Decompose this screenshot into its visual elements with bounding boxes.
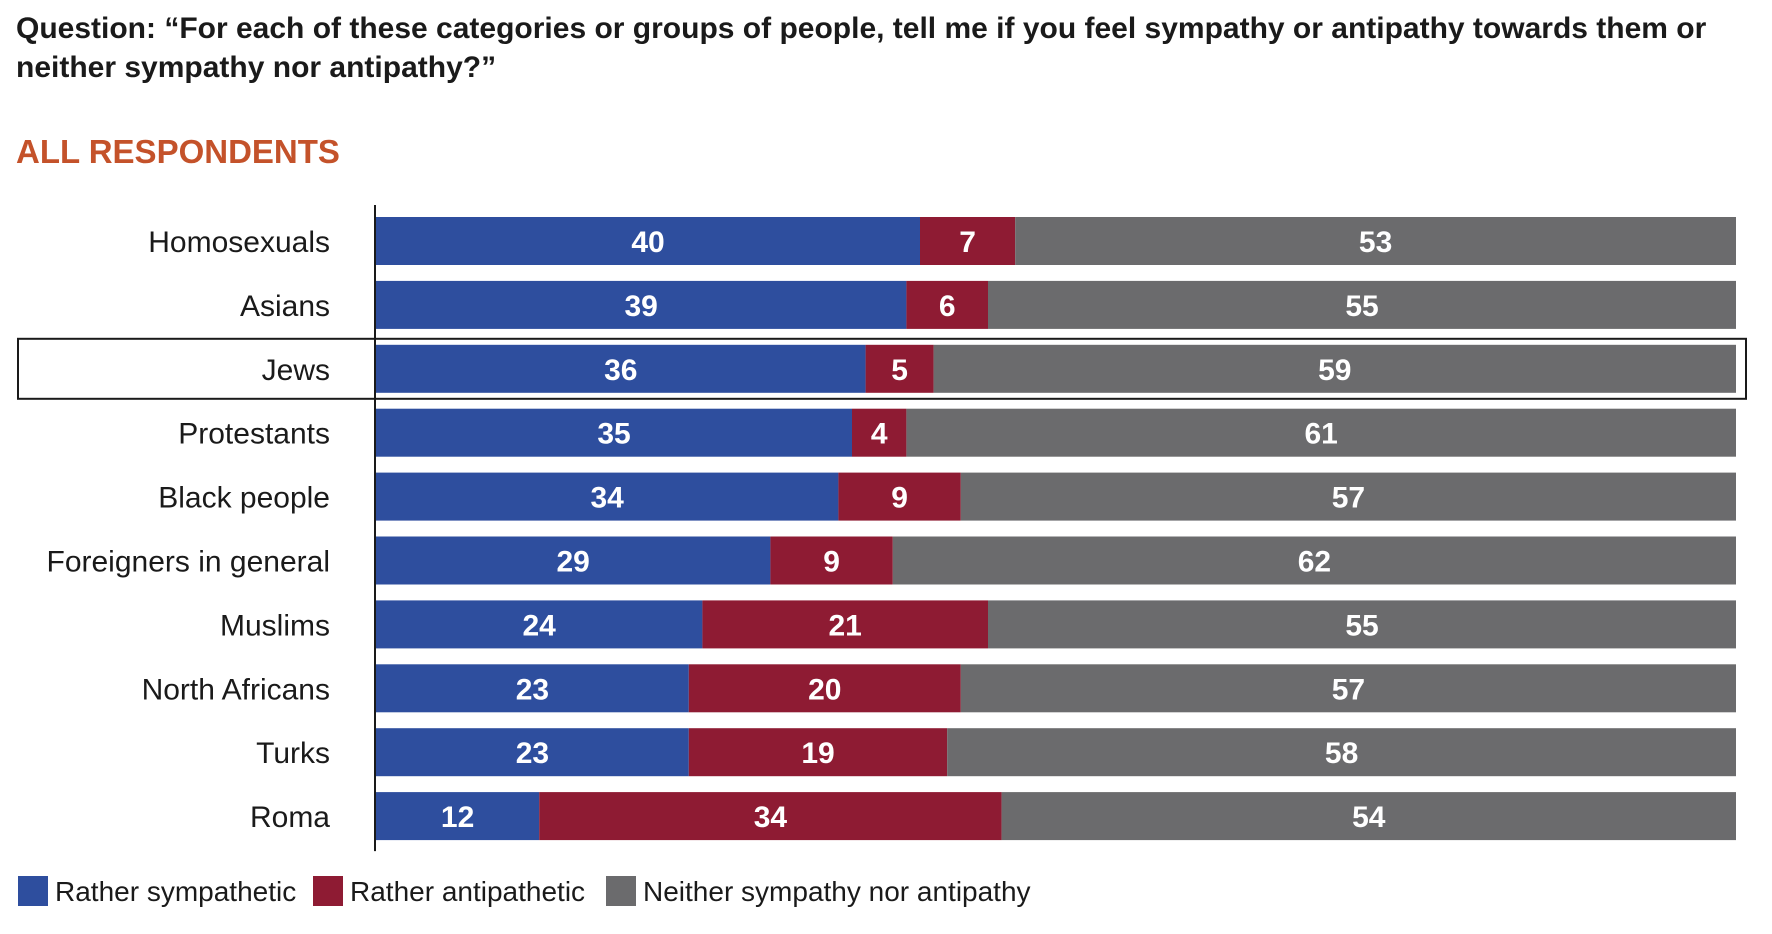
value-label-homosexuals-rather-antipathetic: 7 xyxy=(959,226,976,259)
value-label-asians-rather-antipathetic: 6 xyxy=(939,290,956,323)
bar-homosexuals-neither-sympathy-nor-antipathy xyxy=(1015,217,1736,265)
value-label-protestants-rather-antipathetic: 4 xyxy=(871,418,888,451)
bar-asians-rather-sympathetic xyxy=(376,280,907,329)
category-label-homosexuals: Homosexuals xyxy=(148,226,330,259)
bar-protestants-rather-antipathetic xyxy=(852,408,907,457)
value-label-foreigners-in-general-rather-sympathetic: 29 xyxy=(557,546,590,579)
value-label-asians-rather-sympathetic: 39 xyxy=(625,290,658,323)
category-label-roma: Roma xyxy=(250,801,330,834)
bar-black-people-rather-sympathetic xyxy=(376,472,839,521)
bar-jews-rather-antipathetic xyxy=(865,344,934,393)
bar-black-people-rather-antipathetic xyxy=(838,472,961,521)
value-label-asians-neither-sympathy-nor-antipathy: 55 xyxy=(1345,290,1378,323)
legend: Rather sympathetic Rather antipathetic Nei… xyxy=(18,876,1031,907)
category-label-north-africans: North Africans xyxy=(142,673,330,706)
category-label-foreigners-in-general: Foreigners in general xyxy=(47,546,331,579)
bar-foreigners-in-general-rather-sympathetic xyxy=(376,536,771,585)
category-label-jews: Jews xyxy=(262,354,330,387)
value-label-roma-rather-sympathetic: 12 xyxy=(441,801,474,834)
bar-roma-neither-sympathy-nor-antipathy xyxy=(1001,792,1736,841)
value-label-protestants-rather-sympathetic: 35 xyxy=(597,418,630,451)
value-label-foreigners-in-general-neither-sympathy-nor-antipathy: 62 xyxy=(1298,546,1331,579)
chart-title-line2: neither sympathy nor antipathy?” xyxy=(16,51,496,84)
chart-subtitle: ALL RESPONDENTS xyxy=(16,133,340,170)
value-label-north-africans-neither-sympathy-nor-antipathy: 57 xyxy=(1332,673,1365,706)
value-label-jews-rather-antipathetic: 5 xyxy=(891,354,908,387)
bar-asians-rather-antipathetic xyxy=(906,280,988,329)
bar-jews-neither-sympathy-nor-antipathy xyxy=(933,344,1736,393)
category-label-black-people: Black people xyxy=(158,482,330,515)
value-label-north-africans-rather-antipathetic: 20 xyxy=(808,673,841,706)
legend-label-rather-antipathetic: Rather antipathetic xyxy=(350,876,585,907)
value-label-turks-rather-sympathetic: 23 xyxy=(516,737,549,770)
bar-foreigners-in-general-neither-sympathy-nor-antipathy xyxy=(892,536,1736,585)
value-label-black-people-rather-antipathetic: 9 xyxy=(891,482,908,515)
legend-label-neither-sympathy-nor-antipathy: Neither sympathy nor antipathy xyxy=(643,876,1031,907)
bar-muslims-neither-sympathy-nor-antipathy xyxy=(988,600,1736,649)
value-label-foreigners-in-general-rather-antipathetic: 9 xyxy=(823,546,840,579)
legend-swatch-rather-antipathetic xyxy=(313,876,343,906)
bar-foreigners-in-general-rather-antipathetic xyxy=(770,536,893,585)
highlight-box-jews xyxy=(17,337,1747,400)
value-label-muslims-rather-sympathetic: 24 xyxy=(523,609,557,642)
bar-jews-rather-sympathetic xyxy=(376,344,866,393)
bar-asians-neither-sympathy-nor-antipathy xyxy=(988,280,1736,329)
value-label-roma-rather-antipathetic: 34 xyxy=(754,801,788,834)
bar-protestants-neither-sympathy-nor-antipathy xyxy=(906,408,1736,457)
value-label-roma-neither-sympathy-nor-antipathy: 54 xyxy=(1352,801,1386,834)
value-label-homosexuals-neither-sympathy-nor-antipathy: 53 xyxy=(1359,226,1392,259)
value-label-north-africans-rather-sympathetic: 23 xyxy=(516,673,549,706)
bar-north-africans-neither-sympathy-nor-antipathy xyxy=(960,664,1736,713)
value-label-turks-rather-antipathetic: 19 xyxy=(801,737,834,770)
bar-protestants-rather-sympathetic xyxy=(376,408,852,457)
bar-roma-rather-sympathetic xyxy=(376,792,540,841)
value-label-homosexuals-rather-sympathetic: 40 xyxy=(631,226,664,259)
value-label-jews-rather-sympathetic: 36 xyxy=(604,354,637,387)
legend-swatch-rather-sympathetic xyxy=(18,876,48,906)
bar-turks-neither-sympathy-nor-antipathy xyxy=(947,728,1736,777)
category-label-protestants: Protestants xyxy=(178,418,330,451)
bar-homosexuals-rather-antipathetic xyxy=(920,217,1016,265)
value-label-muslims-rather-antipathetic: 21 xyxy=(829,609,862,642)
bar-muslims-rather-antipathetic xyxy=(702,600,988,649)
chart-title-line1: Question: “For each of these categories … xyxy=(16,12,1707,45)
value-label-jews-neither-sympathy-nor-antipathy: 59 xyxy=(1318,354,1351,387)
bar-turks-rather-sympathetic xyxy=(376,728,689,777)
category-label-asians: Asians xyxy=(240,290,330,323)
bar-roma-rather-antipathetic xyxy=(539,792,1002,841)
value-label-muslims-neither-sympathy-nor-antipathy: 55 xyxy=(1345,609,1378,642)
value-label-turks-neither-sympathy-nor-antipathy: 58 xyxy=(1325,737,1358,770)
category-label-muslims: Muslims xyxy=(220,609,330,642)
bar-north-africans-rather-sympathetic xyxy=(376,664,689,713)
bar-black-people-neither-sympathy-nor-antipathy xyxy=(960,472,1736,521)
value-label-black-people-rather-sympathetic: 34 xyxy=(591,482,625,515)
legend-swatch-neither-sympathy-nor-antipathy xyxy=(606,876,636,906)
bar-muslims-rather-sympathetic xyxy=(376,600,703,649)
value-label-protestants-neither-sympathy-nor-antipathy: 61 xyxy=(1305,418,1338,451)
bar-turks-rather-antipathetic xyxy=(688,728,948,777)
bar-homosexuals-rather-sympathetic xyxy=(376,217,920,265)
value-label-black-people-neither-sympathy-nor-antipathy: 57 xyxy=(1332,482,1365,515)
category-label-turks: Turks xyxy=(256,737,330,770)
bar-north-africans-rather-antipathetic xyxy=(688,664,961,713)
legend-label-rather-sympathetic: Rather sympathetic xyxy=(55,876,296,907)
